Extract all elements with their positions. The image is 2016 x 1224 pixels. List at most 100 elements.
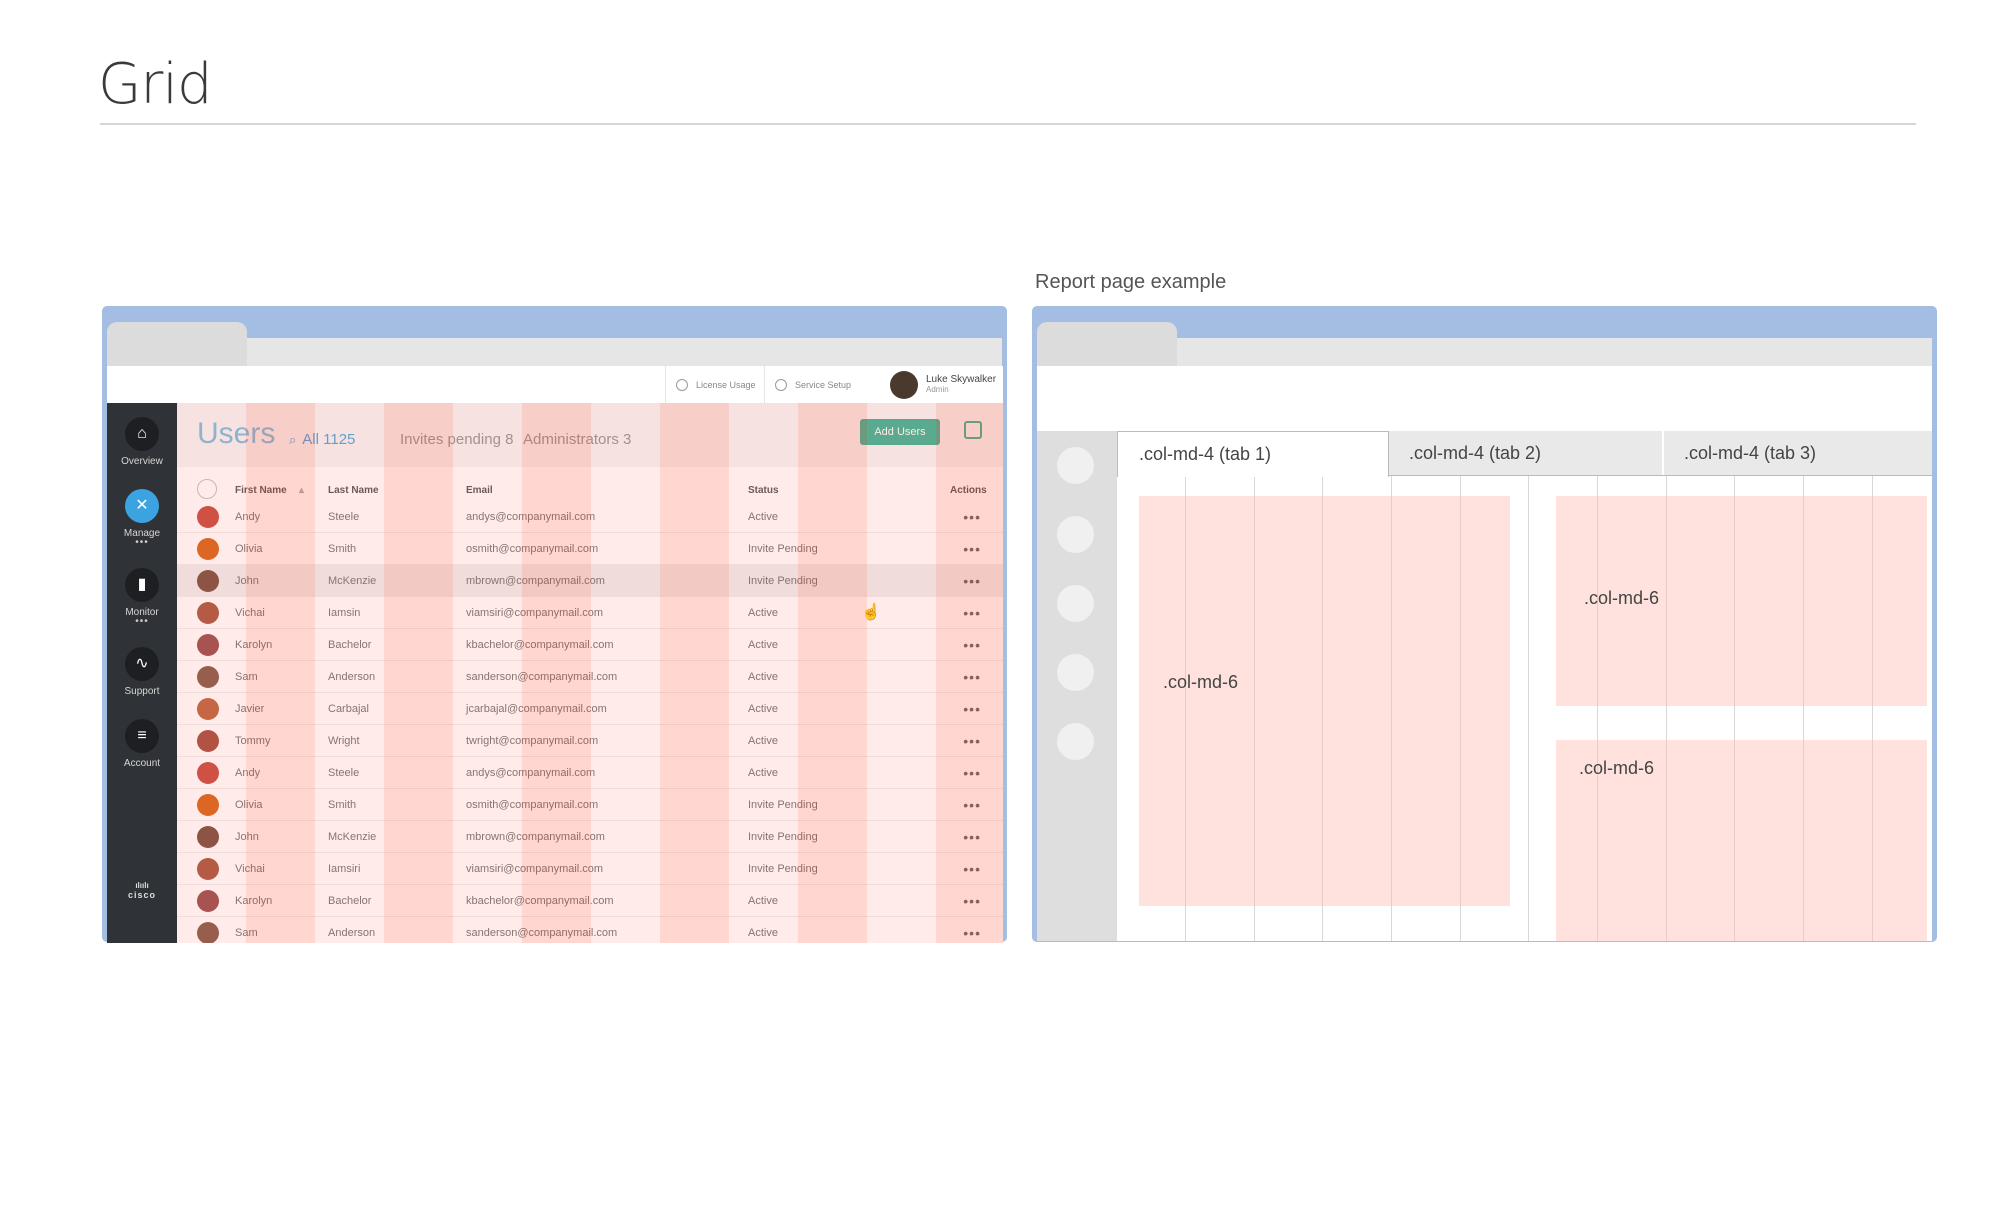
tab-1[interactable]: .col-md-4 (tab 1) [1117,431,1389,477]
user-avatar [197,666,219,688]
table-row[interactable]: John McKenzie mbrown@companymail.com Invite… [177,821,1003,853]
cell-last-name: Smith [328,543,357,555]
panel-col-md-6-left: .col-md-6 [1139,496,1510,906]
cell-status: Invite Pending [748,863,818,875]
row-actions-more-icon[interactable]: ••• [963,701,981,717]
table-row[interactable]: Andy Steele andys@companymail.com Active ••• [177,757,1003,789]
user-avatar [197,890,219,912]
cell-status: Invite Pending [748,543,818,555]
license-usage-link[interactable]: License Usage [665,366,764,403]
report-sidebar [1037,431,1117,941]
row-actions-more-icon[interactable]: ••• [963,573,981,589]
row-actions-more-icon[interactable]: ••• [963,637,981,653]
table-row[interactable]: Karolyn Bachelor kbachelor@companymail.com… [177,885,1003,917]
cell-email: jcarbajal@companymail.com [466,703,607,715]
cell-first-name: Andy [235,511,261,523]
table-row[interactable]: Javier Carbajal jcarbajal@companymail.com A… [177,693,1003,725]
sidebar-item-label: Monitor [125,607,159,618]
table-row[interactable]: Tommy Wright twright@companymail.com Active… [177,725,1003,757]
cell-first-name: Vichai [235,863,265,875]
cell-status: Active [748,927,778,939]
browser-tab[interactable] [1037,322,1177,366]
cell-first-name: Vichai [235,607,265,619]
hand-cursor-icon: ☝ [861,604,881,621]
table-row[interactable]: Vichai Iamsin viamsiri@companymail.com Acti… [177,597,1003,629]
sidebar-placeholder-icon[interactable] [1057,723,1094,760]
select-all-avatar[interactable] [197,479,217,499]
report-caption: Report page example [1035,271,1227,293]
pulse-icon: ∿ [125,647,159,681]
table-row[interactable]: Olivia Smith osmith@companymail.com Invite … [177,533,1003,565]
sidebar-placeholder-icon[interactable] [1057,447,1094,484]
col-last-name[interactable]: Last Name [328,485,379,496]
row-actions-more-icon[interactable]: ••• [963,861,981,877]
user-profile[interactable]: Luke Skywalker Admin [880,366,1003,403]
user-avatar [197,794,219,816]
cell-last-name: Anderson [328,671,376,683]
row-actions-more-icon[interactable]: ••• [963,541,981,557]
cell-first-name: Tommy [235,735,271,747]
col-status[interactable]: Status [748,485,779,496]
filter-invites-pending[interactable]: Invites pending 8 [400,431,514,448]
user-role: Admin [926,385,949,394]
table-row[interactable]: Andy Steele andys@companymail.com Active ••• [177,501,1003,533]
service-setup-link[interactable]: Service Setup [764,366,864,403]
row-actions-more-icon[interactable]: ••• [963,829,981,845]
col-email[interactable]: Email [466,485,493,496]
row-actions-more-icon[interactable]: ••• [963,797,981,813]
user-avatar [197,762,219,784]
page-title: Grid [98,52,213,117]
user-avatar [197,506,219,528]
sidebar-item-monitor[interactable]: ▮ Monitor ••• [107,568,177,627]
row-actions-more-icon[interactable]: ••• [963,925,981,941]
cell-status: Active [748,895,778,907]
cell-first-name: Olivia [235,543,263,555]
sidebar-placeholder-icon[interactable] [1057,585,1094,622]
cell-first-name: Olivia [235,799,263,811]
table-row[interactable]: John McKenzie mbrown@companymail.com Invite… [177,565,1003,597]
sidebar-placeholder-icon[interactable] [1057,516,1094,553]
sidebar-item-manage[interactable]: ✕ Manage ••• [107,489,177,548]
grid-guide-line [1254,431,1255,941]
table-row[interactable]: Sam Anderson sanderson@companymail.com Acti… [177,917,1003,943]
cell-first-name: Sam [235,927,258,939]
add-users-button[interactable]: Add Users [860,419,940,445]
row-actions-more-icon[interactable]: ••• [963,605,981,621]
user-avatar [197,730,219,752]
browser-tab[interactable] [107,322,247,366]
row-actions-more-icon[interactable]: ••• [963,509,981,525]
filter-all[interactable]: ⌕ All 1125 [289,431,356,448]
sidebar-placeholder-icon[interactable] [1057,654,1094,691]
export-icon[interactable] [964,421,982,439]
row-actions-more-icon[interactable]: ••• [963,765,981,781]
panel-col-md-6-right-bottom: .col-md-6 [1556,740,1927,941]
sidebar-item-label: Manage [123,528,161,539]
filter-administrators[interactable]: Administrators 3 [523,431,632,448]
report-header [1037,366,1932,431]
cell-email: viamsiri@companymail.com [466,607,604,619]
table-row[interactable]: Olivia Smith osmith@companymail.com Invite … [177,789,1003,821]
tab-3[interactable]: .col-md-4 (tab 3) [1684,443,1817,463]
table-row[interactable]: Karolyn Bachelor kbachelor@companymail.com… [177,629,1003,661]
row-actions-more-icon[interactable]: ••• [963,733,981,749]
sidebar: ⌂ Overview ✕ Manage ••• ▮ Monitor ••• ∿ … [107,403,177,943]
cell-first-name: Karolyn [235,639,273,651]
table-row[interactable]: Vichai Iamsiri viamsiri@companymail.com Inv… [177,853,1003,885]
row-actions-more-icon[interactable]: ••• [963,669,981,685]
cell-last-name: Steele [328,767,360,779]
top-bar: License Usage Service Setup Luke Skywalk… [107,366,1003,404]
admin-browser-frame: License Usage Service Setup Luke Skywalk… [102,306,1007,943]
bar-chart-icon: ▮ [125,568,159,602]
cell-email: sanderson@companymail.com [466,671,618,683]
sidebar-item-account[interactable]: ≡ Account [107,719,177,769]
col-first-name[interactable]: First Name [235,485,287,496]
tab-2[interactable]: .col-md-4 (tab 2) [1389,431,1664,475]
grid-guide-line [1460,431,1461,941]
table-row[interactable]: Sam Anderson sanderson@companymail.com Acti… [177,661,1003,693]
cell-last-name: Wright [328,735,360,747]
sidebar-item-overview[interactable]: ⌂ Overview [107,417,177,467]
cell-status: Active [748,639,778,651]
row-actions-more-icon[interactable]: ••• [963,893,981,909]
sidebar-item-support[interactable]: ∿ Support [107,647,177,697]
cell-first-name: Javier [235,703,265,715]
